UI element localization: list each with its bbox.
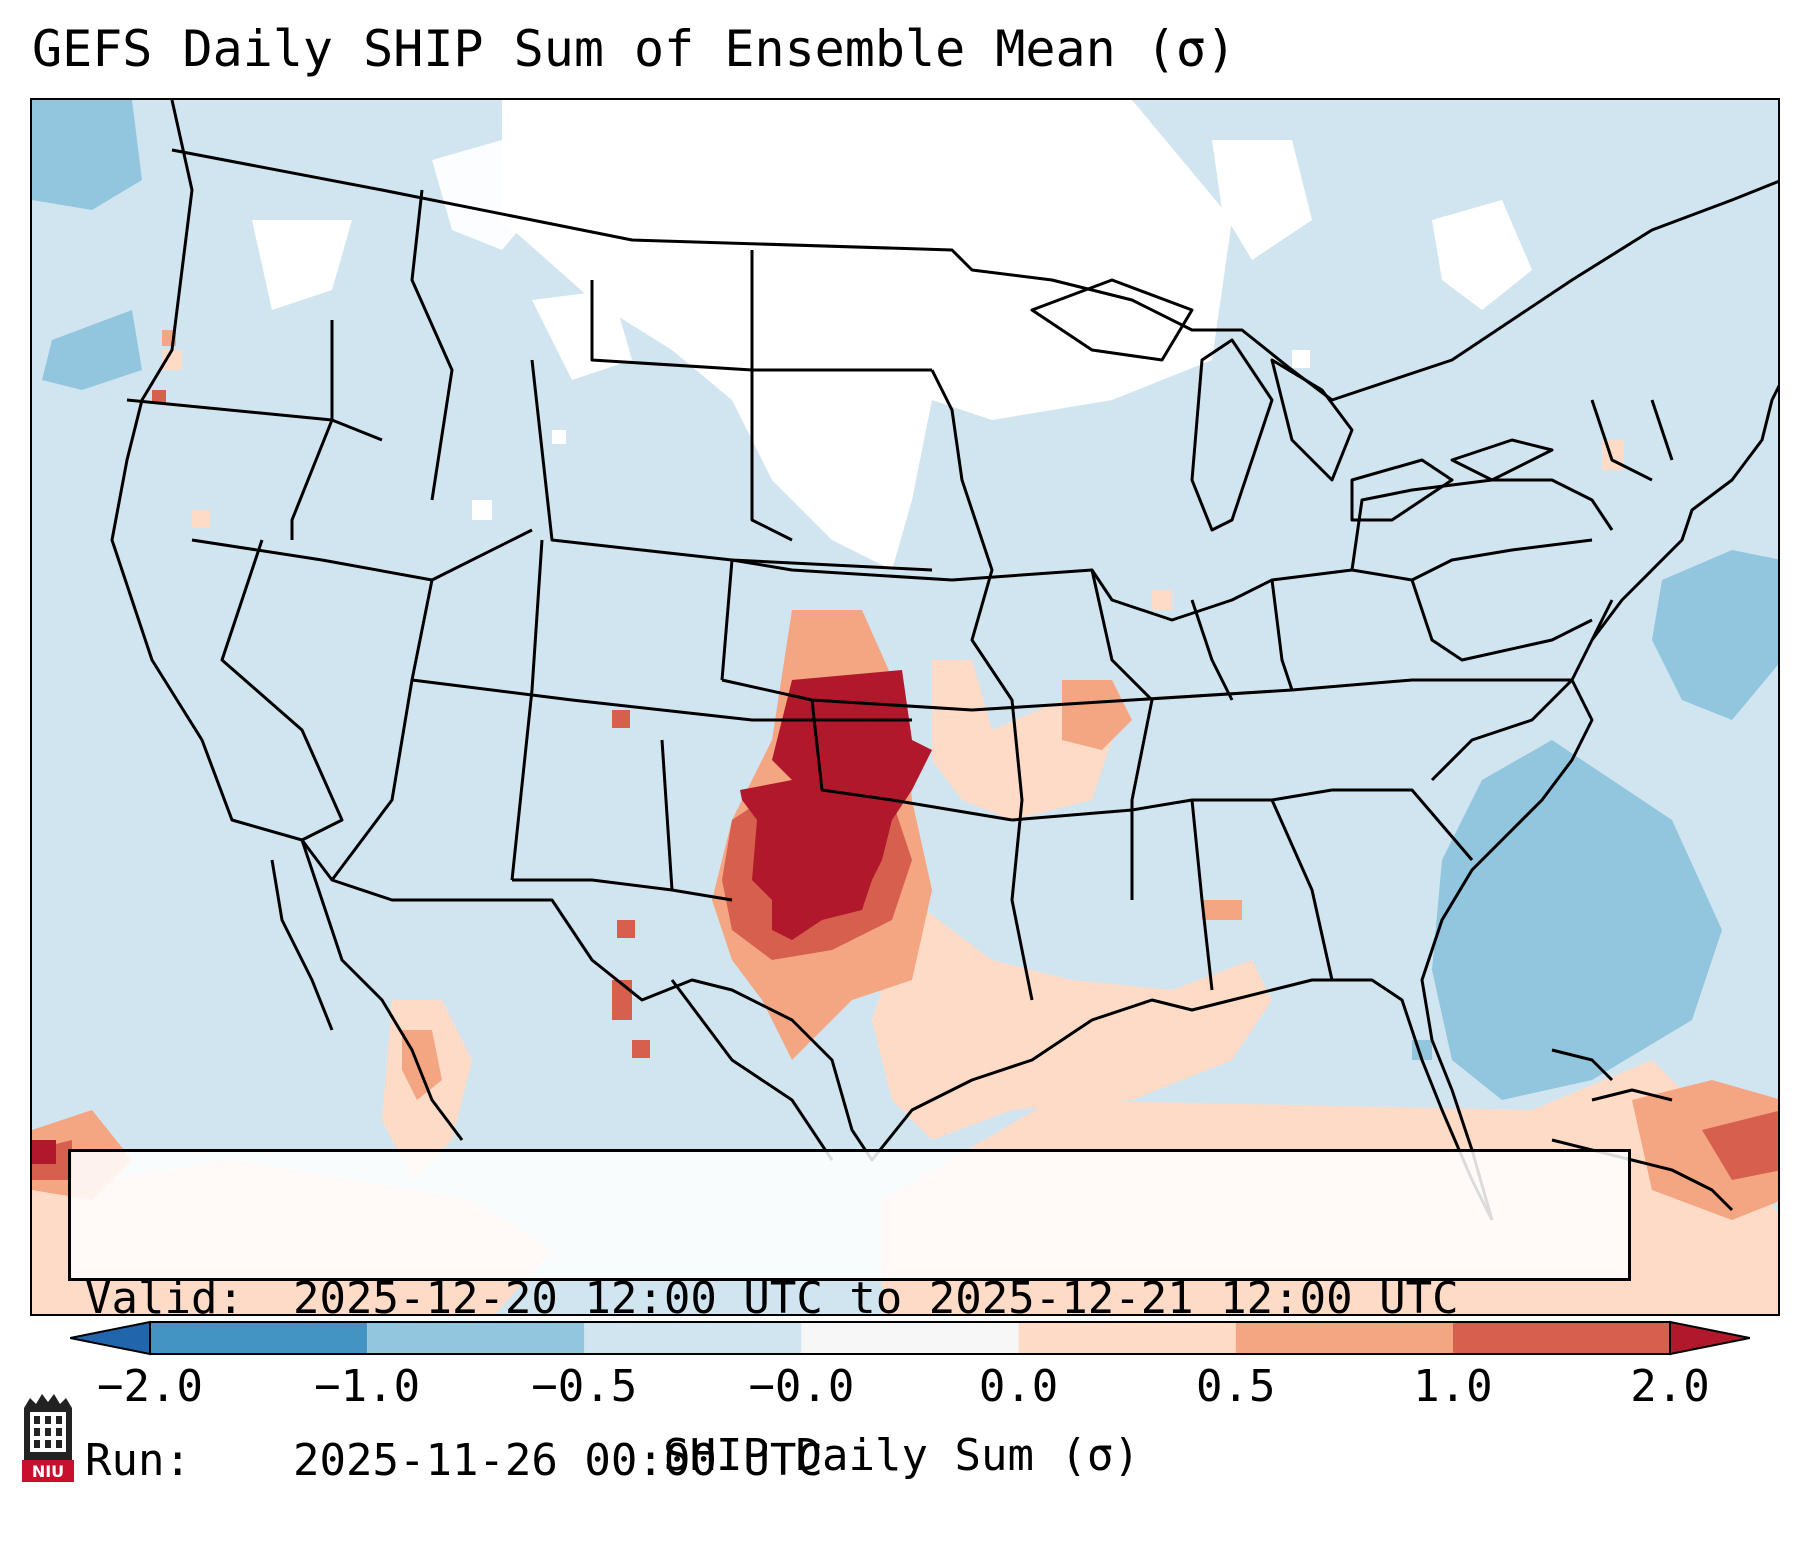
colorbar-tick-label: 0.5 [1195,1361,1276,1412]
colorbar-tick-label: −2.0 [97,1361,203,1412]
ship-anomaly-map [32,100,1778,1314]
colorbar-over-extend [1669,1320,1750,1356]
colorbar-segment [150,1322,368,1354]
map-panel [30,98,1780,1316]
colorbar-label: SHIP Daily Sum (σ) [663,1430,1140,1481]
valid-value: 2025-12-20 12:00 UTC to 2025-12-21 12:00… [293,1273,1459,1324]
colorbar-segment [1452,1322,1670,1354]
run-value: 2025-11-26 00:00 UTC [293,1435,823,1486]
colorbar-tick-label: −0.5 [531,1361,638,1412]
colorbar-tick-label: 0.0 [978,1361,1059,1412]
neutral-areas [252,100,1532,570]
colorbar-tick-label: −1.0 [314,1361,421,1412]
colorbar-segment [367,1322,585,1354]
valid-label: Valid: [85,1273,244,1324]
colorbar [70,1320,1750,1356]
run-label: Run: [85,1435,191,1486]
colorbar-segment [1018,1322,1236,1354]
state-boundaries [110,100,1778,1221]
colorbar-segment [1235,1322,1453,1354]
max-positive-area [32,670,932,1164]
colorbar-under-extend [70,1320,151,1356]
niu-logo: NIU [22,1394,74,1482]
chart-title: GEFS Daily SHIP Sum of Ensemble Mean (σ) [32,20,1237,78]
colorbar-tick-label: −0.0 [748,1361,855,1412]
colorbar-segment [584,1322,802,1354]
colorbar-tick-label: 1.0 [1413,1361,1493,1412]
svg-text:NIU: NIU [32,1462,64,1481]
run-row: Run: 2025-11-26 00:00 UTC [85,1434,1614,1488]
valid-row: Valid: 2025-12-20 12:00 UTC to 2025-12-21… [85,1272,1614,1326]
colorbar-tick-label: 2.0 [1630,1361,1710,1412]
negative-areas [32,100,1778,1100]
valid-run-info-box: Valid: 2025-12-20 12:00 UTC to 2025-12-21… [68,1149,1631,1486]
colorbar-segment [801,1322,1019,1354]
